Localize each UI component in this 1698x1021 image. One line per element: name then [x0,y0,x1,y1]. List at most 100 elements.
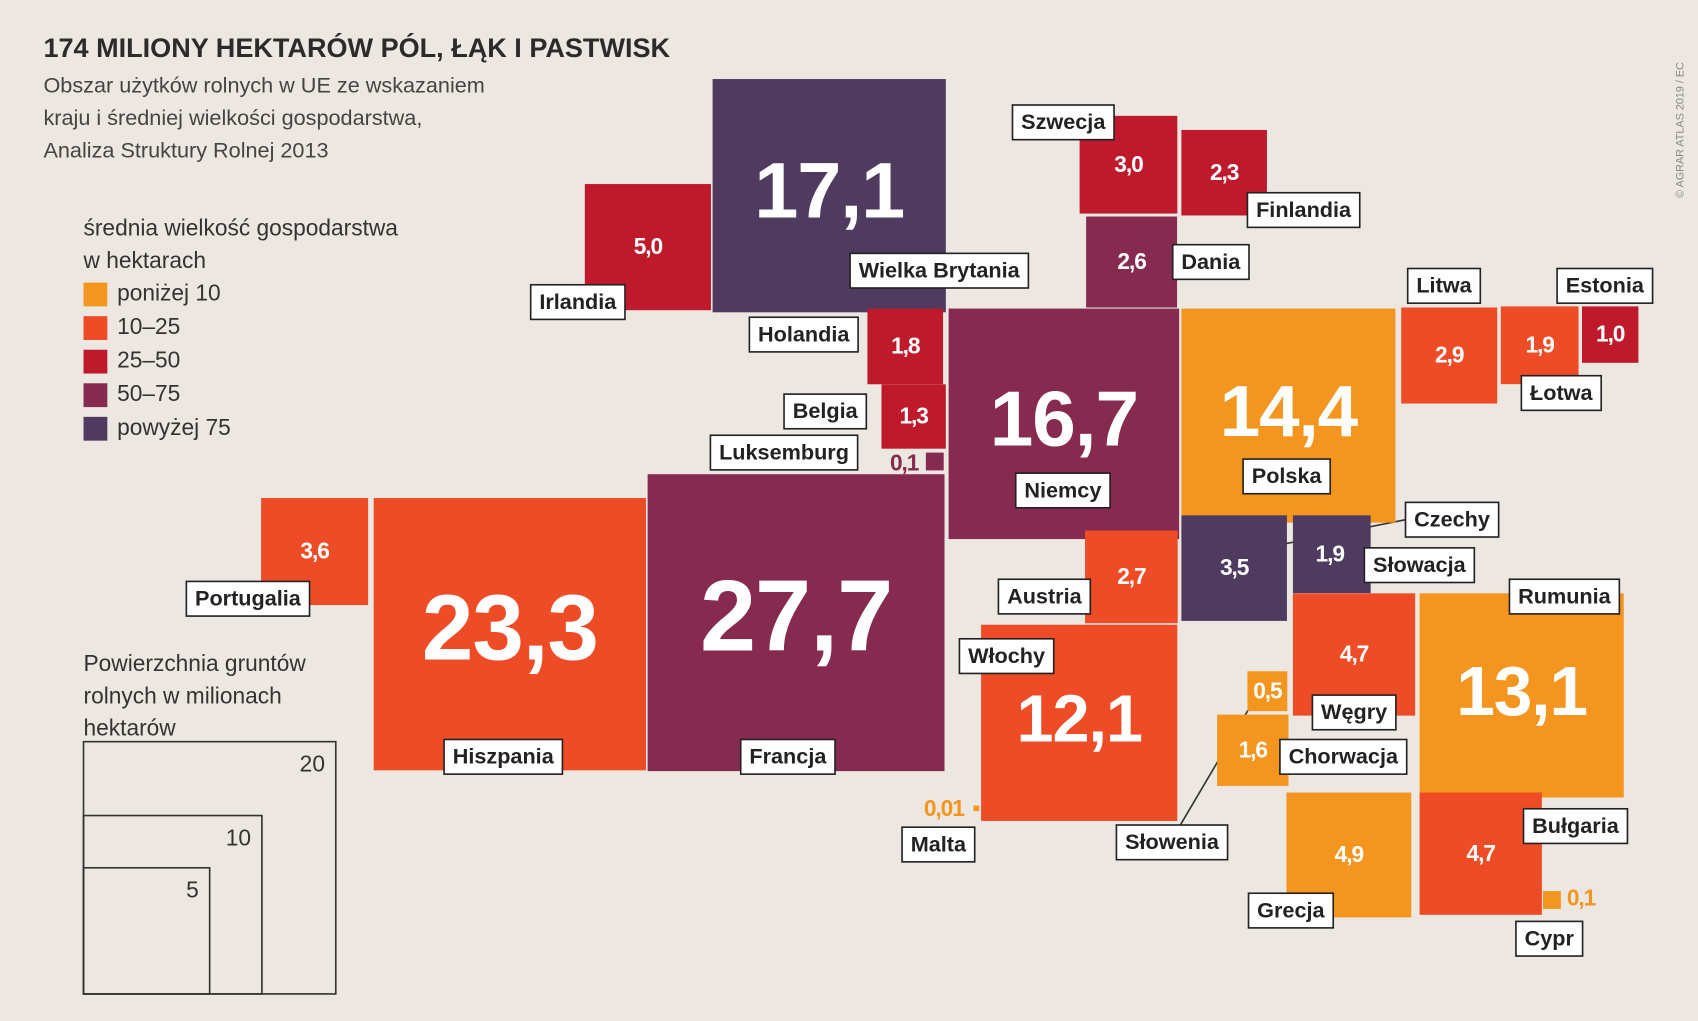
country-square [1181,515,1287,621]
country-square [1543,891,1561,909]
label-box [1247,892,1335,929]
country-name: Łotwa [1530,380,1593,405]
value-label: 12,1 [1016,683,1142,757]
country-name: Finlandia [1256,197,1352,222]
label-box [185,580,311,617]
label-box [529,283,626,321]
legend-label: powyżej 75 [117,414,231,440]
country-name: Niemcy [1024,477,1101,502]
country-label: Hiszpania [443,738,564,775]
country-square [1247,671,1288,712]
label-box [1363,547,1476,584]
country-label: Szwecja [1011,104,1115,141]
country-square [1292,515,1371,594]
subtitle-line: Obszar użytków rolnych w UE ze wskazanie… [43,72,484,97]
country-name: Malta [911,831,967,856]
value-label: 1,8 [891,332,920,358]
label-box [1508,578,1621,615]
country-name: Portugalia [195,586,302,611]
legend-label: 50–75 [117,380,180,406]
country-name: Estonia [1566,273,1645,298]
value-label: 27,7 [700,560,892,672]
value-label: 13,1 [1456,652,1587,730]
value-label: 2,6 [1117,248,1146,274]
label-box [958,637,1055,675]
country-name: Węgry [1321,699,1387,724]
country-square [867,308,944,385]
country-label: Irlandia [529,283,626,321]
value-label: 1,3 [899,403,928,429]
country-square [1085,530,1178,624]
label-box [1242,458,1332,495]
country-square [373,498,646,771]
value-label: 4,7 [1340,641,1369,667]
country-name: Litwa [1416,273,1472,298]
label-box [997,578,1092,615]
country-square [1419,792,1542,915]
legend-label: 25–50 [117,347,180,373]
country-label: Belgia [783,393,868,430]
value-label: 0,1 [1567,885,1596,911]
country-label: Dania [1171,243,1250,281]
legend-label: 10–25 [117,313,180,339]
country-name: Hiszpania [453,744,555,769]
subtitle-line: kraju i średniej wielkości gospodarstwa, [43,105,422,130]
legend-swatch [83,316,108,340]
legend-swatch [83,383,108,408]
size-legend-title: rolnych w milionach [84,682,282,708]
country-label: Rumunia [1508,578,1621,615]
country-name: Dania [1181,249,1241,274]
size-legend-title: Powierzchnia gruntów [84,650,307,676]
country-label: Luksemburg [709,434,859,471]
value-label: 23,3 [422,576,598,680]
label-box [1115,824,1229,861]
country-label: Finlandia [1246,191,1361,229]
value-label: 1,6 [1239,736,1268,762]
label-box [783,393,868,430]
label-box [901,826,976,863]
country-square [1217,714,1289,786]
country-label: Cypr [1515,920,1584,957]
country-label: Estonia [1556,267,1654,304]
value-label: 2,7 [1117,563,1146,589]
label-box [1279,738,1408,775]
label-box [709,434,859,471]
country-label: Wielka Brytania [849,252,1030,289]
label-box [1556,267,1654,304]
value-label: 17,1 [754,146,904,235]
country-name: Polska [1252,463,1323,488]
value-label: 4,9 [1335,841,1364,867]
country-square [1500,306,1579,385]
value-label: 3,6 [300,538,329,564]
size-legend-label: 5 [186,877,199,903]
country-name: Słowacja [1373,552,1467,577]
size-legend-label: 10 [226,824,251,850]
label-box [1404,501,1500,538]
label-box [1171,243,1250,281]
value-label: 3,0 [1114,151,1143,177]
label-box [1522,807,1629,845]
country-label: Włochy [958,637,1055,675]
credit: © AGRAR ATLAS 2019 / EC [1674,62,1686,198]
legend-swatch [83,416,108,441]
country-name: Bułgaria [1532,813,1620,838]
country-name: Belgia [793,398,859,423]
label-box [748,316,859,353]
country-label: Bułgaria [1522,807,1629,845]
country-square [881,384,946,449]
value-label: 16,7 [990,375,1138,463]
value-label: 2,3 [1210,159,1239,185]
country-name: Chorwacja [1289,744,1399,769]
legend-swatch [83,282,108,307]
label-box [1014,472,1111,509]
country-name: Rumunia [1518,583,1612,608]
country-square [1419,593,1624,798]
country-square [1401,307,1498,404]
country-label: Węgry [1311,694,1397,731]
country-label: Holandia [748,316,859,353]
country-name: Szwecja [1021,109,1106,134]
label-box [849,252,1030,289]
country-label: Portugalia [185,580,311,617]
legend-label: poniżej 10 [117,279,221,305]
label-box [443,738,564,775]
